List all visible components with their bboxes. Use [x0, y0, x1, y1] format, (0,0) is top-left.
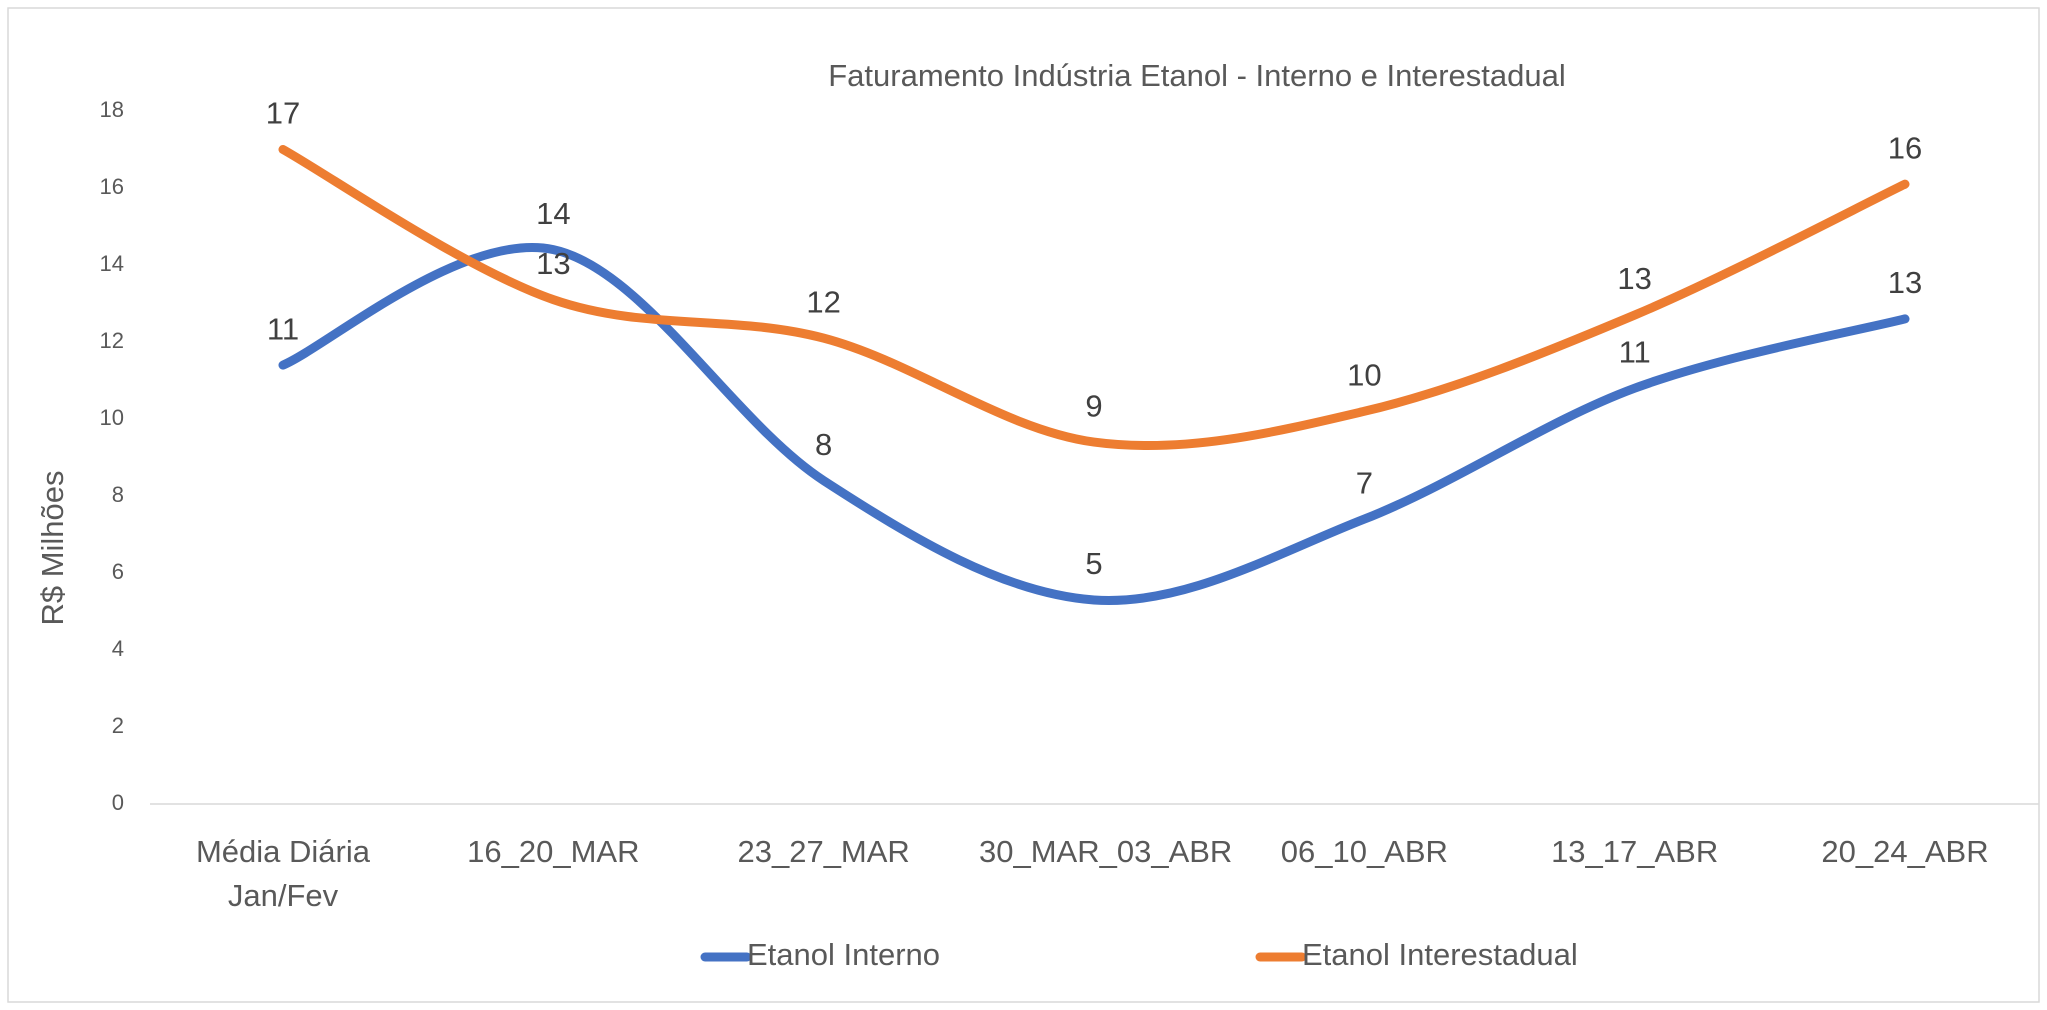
data-label: 11: [1619, 334, 1651, 369]
y-tick-label: 14: [100, 251, 124, 276]
data-label: 9: [1085, 388, 1102, 423]
data-label: 17: [266, 96, 300, 131]
y-tick-label: 10: [100, 405, 124, 430]
data-label: 5: [1085, 546, 1102, 581]
y-axis-label: R$ Milhões: [35, 470, 70, 625]
data-label: 7: [1356, 465, 1373, 500]
legend-label: Etanol Interno: [747, 937, 940, 972]
data-label: 13: [1888, 265, 1922, 300]
line-series: [278, 243, 1910, 605]
x-tick-label: Média Diária Jan/Fev: [195, 834, 370, 913]
y-tick-label: 4: [112, 636, 124, 661]
y-tick-label: 8: [112, 482, 124, 507]
line-series: [278, 145, 1910, 451]
y-tick-label: 0: [112, 790, 124, 815]
y-tick-label: 6: [112, 559, 124, 584]
x-tick-label: 13_17_ABR: [1551, 834, 1719, 869]
data-label: 13: [536, 246, 570, 281]
x-tick-label: 20_24_ABR: [1821, 834, 1989, 869]
x-tick-label: 16_20_MAR: [467, 834, 640, 869]
chart-title: Faturamento Indústria Etanol - Interno e…: [828, 58, 1566, 93]
data-label: 14: [536, 196, 570, 231]
chart-frame: [7, 7, 2040, 1003]
data-label: 12: [806, 284, 840, 319]
data-label: 13: [1617, 261, 1651, 296]
y-tick-label: 18: [100, 97, 124, 122]
legend-label: Etanol Interestadual: [1302, 937, 1578, 972]
data-label: 11: [267, 311, 299, 346]
x-tick-label: 06_10_ABR: [1280, 834, 1448, 869]
data-label: 10: [1347, 357, 1381, 392]
y-tick-label: 16: [100, 174, 124, 199]
y-tick-label: 2: [112, 713, 124, 738]
x-tick-label: 30_MAR_03_ABR: [979, 834, 1233, 869]
y-tick-label: 12: [100, 328, 124, 353]
data-label: 8: [815, 427, 832, 462]
data-label: 16: [1888, 130, 1922, 165]
x-tick-label: 23_27_MAR: [737, 834, 910, 869]
